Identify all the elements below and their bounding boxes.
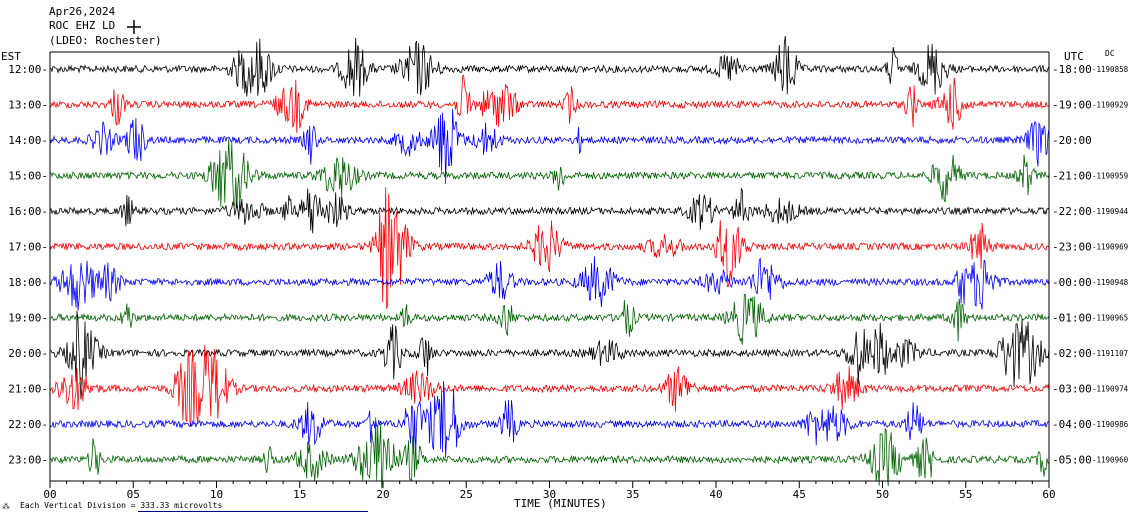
utc-hour-label: -23:00 — [1052, 241, 1092, 254]
utc-hour-label: -19:00 — [1052, 99, 1092, 112]
x-tick-label: 60 — [1042, 488, 1055, 501]
trace-row-8 — [49, 310, 1050, 400]
dc-offset-label: -1190965 — [1092, 314, 1128, 323]
est-hour-label: 14:00- — [8, 134, 48, 147]
utc-hour-label: -18:00 — [1052, 63, 1092, 76]
x-tick-label: 00 — [43, 488, 56, 501]
crosshair-icon — [127, 20, 141, 34]
station-label: ROC EHZ LD — [49, 19, 116, 32]
est-hour-label: 22:00- — [8, 418, 48, 431]
scale-bar — [138, 511, 368, 512]
utc-hour-label: -01:00 — [1052, 312, 1092, 325]
dc-offset-label: -1190929 — [1092, 101, 1128, 110]
est-hour-label: 20:00- — [8, 347, 48, 360]
dc-offset-label: -1191107 — [1092, 349, 1128, 358]
utc-hour-label: -03:00 — [1052, 383, 1092, 396]
row-label-layer: 12:00- -18:00 -1190858 13:00- -19:00 -1190929… — [8, 63, 1128, 467]
trace-row-6 — [49, 256, 1050, 311]
utc-hour-label: -00:00 — [1052, 276, 1092, 289]
trace-layer — [49, 35, 1050, 489]
trace-row-9 — [49, 344, 1050, 427]
x-tick-label: 35 — [626, 488, 639, 501]
utc-hour-label: -02:00 — [1052, 347, 1092, 360]
x-tick-layer: 00 05 10 15 20 25 30 35 40 45 50 55 60 — [43, 481, 1056, 501]
dc-offset-label: -1190986 — [1092, 420, 1129, 429]
trace-row-4 — [49, 187, 1050, 234]
trace-row-5 — [49, 187, 1050, 309]
utc-hour-label: -05:00 — [1052, 454, 1092, 467]
trace-row-2 — [49, 109, 1050, 184]
est-hour-label: 16:00- — [8, 205, 48, 218]
chart-title-date: Apr26,2024 — [49, 5, 116, 18]
dc-offset-label: -1190974 — [1092, 385, 1129, 394]
dc-offset-label: -1190944 — [1092, 207, 1129, 216]
x-tick-label: 15 — [293, 488, 306, 501]
dc-offset-label: -1190959 — [1092, 172, 1128, 181]
x-tick-label: 55 — [959, 488, 972, 501]
x-axis-label: TIME (MINUTES) — [514, 497, 607, 510]
utc-hour-label: -04:00 — [1052, 418, 1092, 431]
x-tick-label: 05 — [127, 488, 140, 501]
x-tick-label: 25 — [460, 488, 473, 501]
est-hour-label: 18:00- — [8, 276, 48, 289]
utc-zone-label: UTC — [1064, 50, 1084, 63]
utc-hour-label: -22:00 — [1052, 205, 1092, 218]
trace-row-11 — [49, 417, 1050, 489]
est-hour-label: 19:00- — [8, 312, 48, 325]
scale-icon: ⁂ — [2, 502, 10, 511]
dc-offset-label: -1190948 — [1092, 278, 1129, 287]
est-hour-label: 23:00- — [8, 454, 48, 467]
trace-row-3 — [49, 138, 1050, 209]
dc-offset-label: -1190858 — [1092, 65, 1129, 74]
est-hour-label: 15:00- — [8, 170, 48, 183]
trace-row-1 — [49, 74, 1050, 134]
utc-hour-label: -20:00 — [1052, 134, 1092, 147]
x-tick-label: 30 — [543, 488, 556, 501]
est-hour-label: 17:00- — [8, 241, 48, 254]
trace-row-7 — [49, 293, 1050, 345]
network-label: (LDEO: Rochester) — [49, 34, 162, 47]
dc-offset-label: -1190960 — [1092, 456, 1129, 465]
x-tick-label: 40 — [709, 488, 722, 501]
x-tick-label: 20 — [376, 488, 389, 501]
utc-hour-label: -21:00 — [1052, 170, 1092, 183]
est-hour-label: 12:00- — [8, 63, 48, 76]
footer-note: Each Vertical Division = 333.33 microvol… — [20, 501, 223, 510]
x-tick-label: 45 — [793, 488, 806, 501]
est-zone-label: EST — [1, 50, 21, 63]
dc-header-label: DC — [1105, 49, 1115, 58]
est-hour-label: 13:00- — [8, 99, 48, 112]
trace-row-10 — [49, 381, 1050, 458]
dc-offset-label: -1190969 — [1092, 243, 1128, 252]
trace-row-0 — [49, 35, 1050, 97]
x-tick-label: 10 — [210, 488, 223, 501]
x-tick-label: 50 — [876, 488, 889, 501]
est-hour-label: 21:00- — [8, 383, 48, 396]
